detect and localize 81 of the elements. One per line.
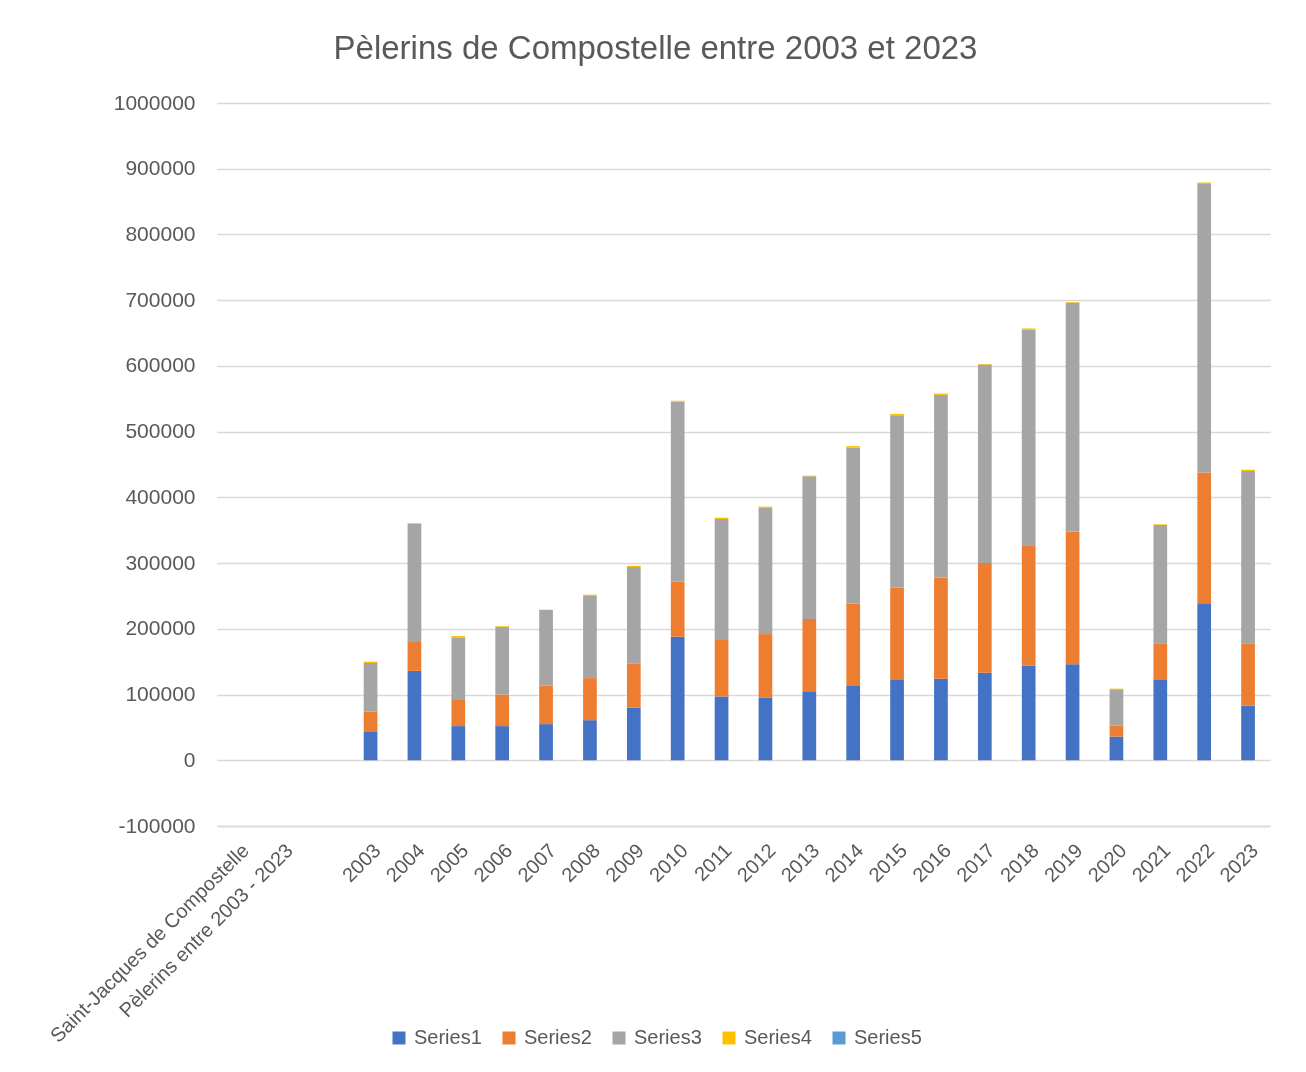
bar [934, 678, 948, 761]
bar [1109, 689, 1124, 726]
bar [407, 641, 422, 671]
bar [1021, 545, 1036, 666]
bar [846, 603, 861, 686]
bar [758, 697, 773, 761]
bar [890, 587, 904, 681]
bar [977, 563, 992, 673]
bar [363, 732, 378, 761]
legend-label: Series1 [414, 1026, 482, 1048]
bar [758, 507, 773, 635]
bar [1241, 643, 1255, 706]
bar [802, 691, 817, 761]
bar [626, 567, 641, 664]
bar [363, 663, 378, 712]
bar [495, 626, 510, 695]
bar [1109, 725, 1124, 737]
bar [363, 711, 378, 733]
y-tick-label: 200000 [125, 616, 196, 640]
bar [1109, 736, 1124, 761]
bar [714, 519, 729, 640]
bar [758, 634, 773, 698]
bar [1241, 705, 1255, 761]
bar [451, 726, 466, 761]
bar [802, 618, 817, 692]
bar [1197, 472, 1212, 604]
bar [539, 685, 553, 725]
bar [626, 707, 641, 761]
y-tick-label: 0 [183, 747, 196, 771]
bar [977, 672, 992, 761]
bar [977, 364, 992, 564]
bar [670, 581, 685, 637]
y-tick-label: 500000 [125, 419, 196, 443]
y-tick-label: 900000 [125, 156, 196, 180]
bar [1241, 471, 1255, 644]
bar [846, 447, 861, 604]
bar [1153, 680, 1168, 761]
bar [890, 680, 904, 761]
y-tick-label: 400000 [125, 484, 196, 508]
legend-label: Series2 [524, 1026, 592, 1048]
bar [495, 726, 510, 761]
bar [802, 476, 817, 619]
y-tick-label: 1000000 [113, 90, 196, 114]
bar [934, 577, 948, 679]
bar [451, 637, 466, 700]
bar [407, 523, 422, 642]
legend-label: Series3 [634, 1026, 702, 1048]
legend-label: Series5 [854, 1026, 922, 1048]
bar [1021, 665, 1036, 761]
y-tick-label: 300000 [125, 550, 196, 574]
bar [1197, 183, 1212, 473]
y-tick-label: 600000 [125, 353, 196, 377]
bar [846, 686, 861, 761]
bar [495, 694, 510, 727]
bar [1153, 524, 1168, 644]
bar [1021, 329, 1036, 546]
bar [407, 670, 422, 761]
y-tick-label: 800000 [125, 221, 196, 245]
bar [539, 724, 553, 761]
bar [714, 696, 729, 761]
bar [451, 699, 466, 727]
bar [583, 720, 597, 761]
bar [1197, 603, 1212, 761]
bar [890, 415, 904, 588]
bar [583, 595, 597, 679]
y-tick-label: -100000 [118, 813, 196, 837]
bar [1153, 643, 1168, 681]
bar [670, 636, 685, 761]
bar [1065, 302, 1080, 532]
y-tick-label: 700000 [125, 287, 196, 311]
bar [626, 663, 641, 708]
bar [714, 639, 729, 697]
bar [539, 609, 553, 686]
bar [1065, 664, 1080, 761]
bar [934, 394, 948, 578]
bar [670, 401, 685, 582]
bar [1065, 531, 1080, 665]
chart-title: Pèlerins de Compostelle entre 2003 et 2023 [333, 29, 978, 66]
bar [583, 678, 597, 721]
y-tick-label: 100000 [125, 682, 196, 706]
legend-label: Series4 [744, 1026, 812, 1048]
